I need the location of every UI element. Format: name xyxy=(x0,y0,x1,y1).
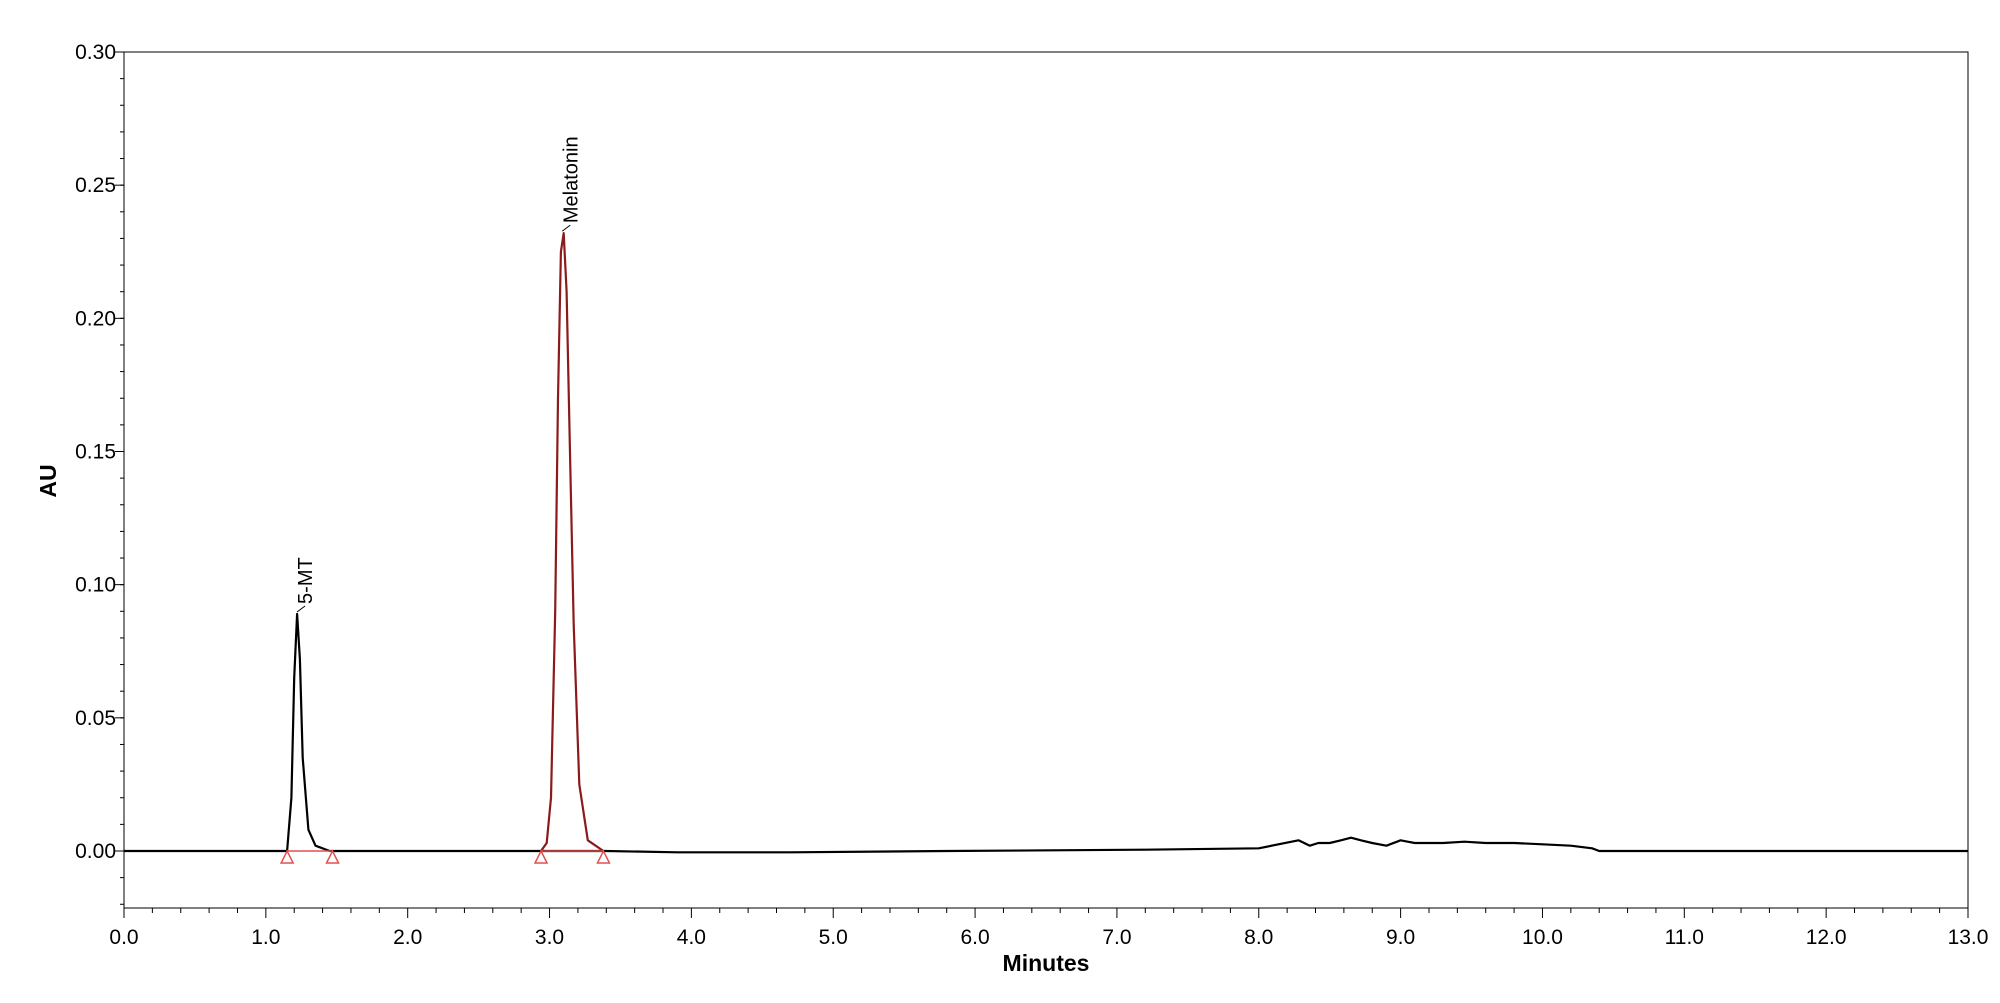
peak-boundary-marker xyxy=(596,849,611,864)
x-axis-title: Minutes xyxy=(1003,950,1090,976)
x-tick-label: 10.0 xyxy=(1522,926,1563,949)
peak-label: Melatonin xyxy=(560,136,582,223)
integrated-peak-trace xyxy=(540,232,605,852)
peak-label-leader xyxy=(296,605,306,613)
x-tick-label: 6.0 xyxy=(960,926,989,949)
y-tick-label: 0.15 xyxy=(75,441,116,464)
y-axis-title: AU xyxy=(35,464,61,497)
x-tick-label: 4.0 xyxy=(677,926,706,949)
y-axis: 0.00 0.05 0.10 0.15 0.20 0.25 0.30 xyxy=(75,41,124,905)
x-tick-label: 0.0 xyxy=(109,926,138,949)
y-tick-label: 0.25 xyxy=(75,174,116,197)
x-tick-label: 5.0 xyxy=(819,926,848,949)
x-tick-label: 1.0 xyxy=(251,926,280,949)
y-tick-label: 0.05 xyxy=(75,707,116,730)
x-tick-label: 3.0 xyxy=(535,926,564,949)
trace-group xyxy=(124,232,1968,854)
peak-label-group: 5-MT Melatonin xyxy=(295,136,582,613)
plot-area-frame xyxy=(123,51,1969,909)
y-tick-label: 0.10 xyxy=(75,574,116,597)
y-tick-label: 0.30 xyxy=(75,41,116,64)
x-tick-label: 13.0 xyxy=(1948,926,1989,949)
x-tick-label: 2.0 xyxy=(393,926,422,949)
x-tick-label: 11.0 xyxy=(1665,926,1704,949)
x-axis: 0.0 1.0 2.0 3.0 4.0 5.0 6.0 7.0 8.0 9.0 10.0 11.0 12… xyxy=(109,908,1988,949)
peak-label-leader xyxy=(562,224,571,232)
peak-boundary-marker xyxy=(533,849,549,864)
peak-label: 5-MT xyxy=(295,557,317,604)
peak-boundary-marker xyxy=(325,849,340,864)
x-tick-label: 7.0 xyxy=(1102,926,1131,949)
y-tick-label: 0.00 xyxy=(75,840,116,863)
x-tick-label: 12.0 xyxy=(1806,926,1847,949)
y-tick-label: 0.20 xyxy=(75,307,116,330)
peak-boundary-marker xyxy=(279,849,295,864)
x-tick-label: 8.0 xyxy=(1244,926,1273,949)
x-tick-label: 9.0 xyxy=(1386,926,1415,949)
peak-marker-group xyxy=(279,849,611,864)
chromatogram-trace xyxy=(124,612,1968,854)
